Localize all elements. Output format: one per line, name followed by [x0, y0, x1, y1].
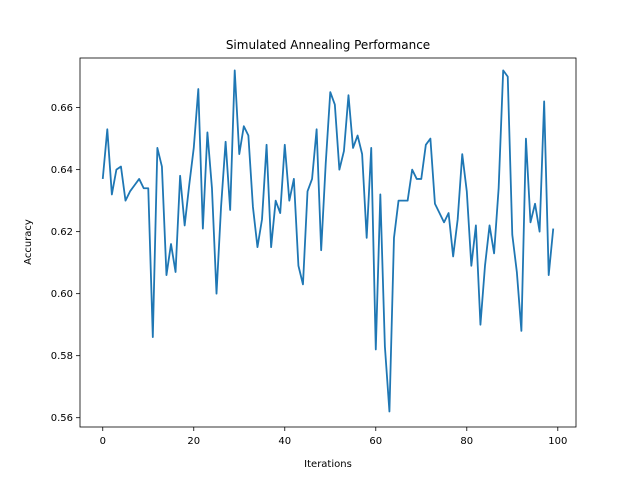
plot-frame: [79, 57, 577, 428]
y-axis: 0.56 0.58 0.60 0.62 0.64 0.66: [51, 103, 80, 424]
chart-title: Simulated Annealing Performance: [226, 38, 430, 52]
x-tick-label: 20: [187, 436, 200, 447]
series-line-0: [101, 69, 555, 413]
x-tick-label: 40: [278, 436, 291, 447]
y-tick-label: 0.56: [51, 413, 73, 424]
y-tick-label: 0.62: [51, 227, 73, 238]
y-tick-label: 0.60: [51, 289, 73, 300]
y-axis-label: Accuracy: [23, 219, 34, 265]
plot-area: [101, 69, 555, 413]
x-axis: 0 20 40 60 80 100: [100, 427, 567, 447]
y-tick-label: 0.58: [51, 351, 73, 362]
y-tick-label: 0.66: [51, 103, 73, 114]
x-tick-label: 80: [460, 436, 473, 447]
x-tick-label: 0: [100, 436, 106, 447]
x-axis-label: Iterations: [304, 459, 352, 470]
y-tick-label: 0.64: [51, 165, 73, 176]
x-tick-label: 100: [548, 436, 567, 447]
x-tick-label: 60: [369, 436, 382, 447]
